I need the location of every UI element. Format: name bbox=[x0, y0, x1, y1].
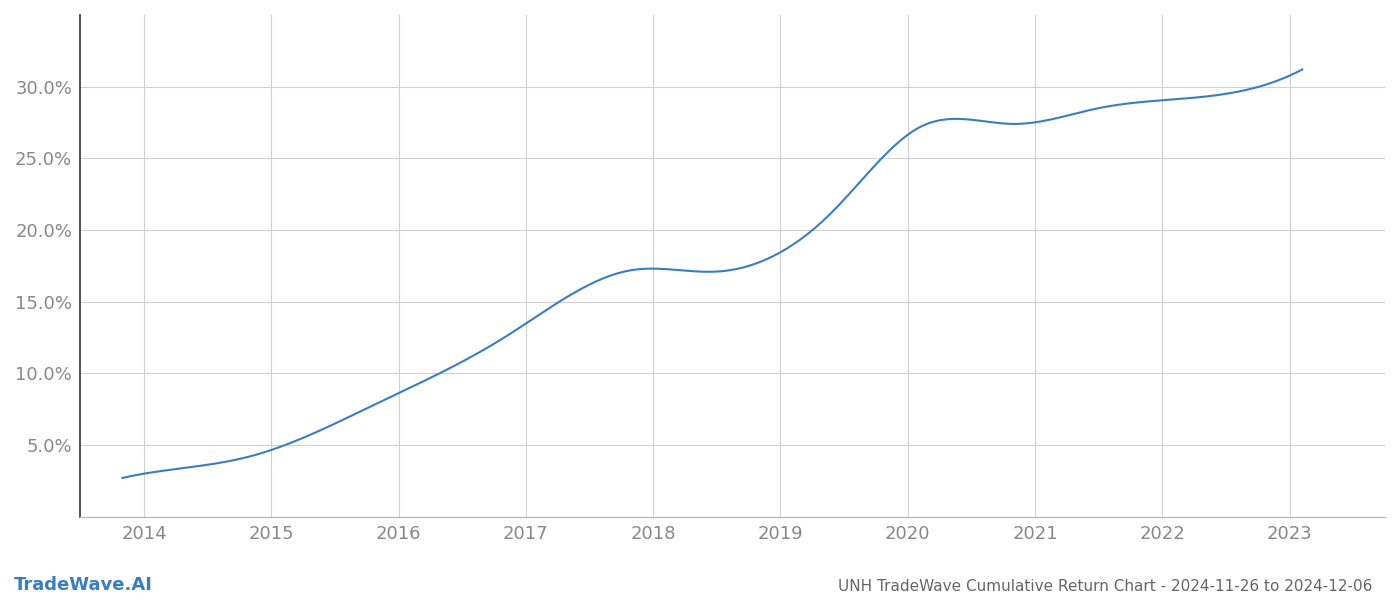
Text: TradeWave.AI: TradeWave.AI bbox=[14, 576, 153, 594]
Text: UNH TradeWave Cumulative Return Chart - 2024-11-26 to 2024-12-06: UNH TradeWave Cumulative Return Chart - … bbox=[837, 579, 1372, 594]
